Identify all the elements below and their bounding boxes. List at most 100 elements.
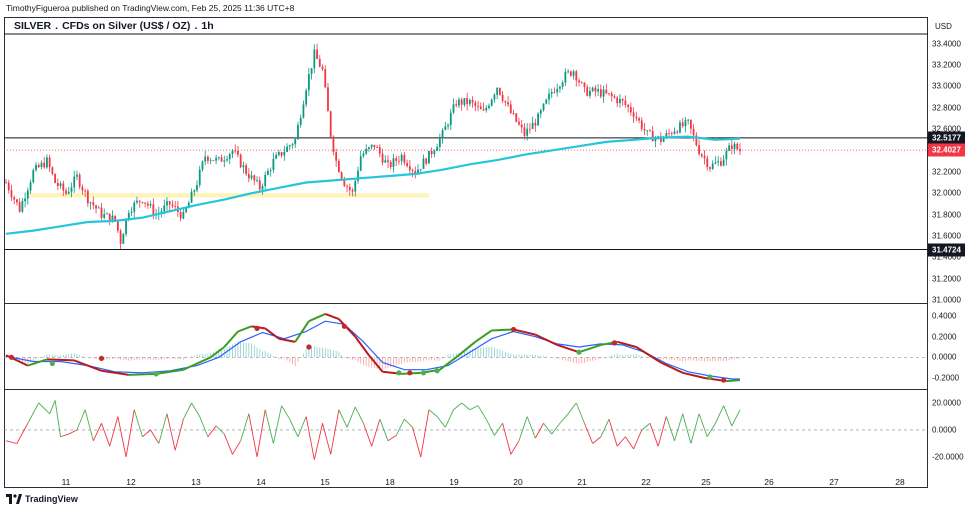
macd-line-segment [46,358,75,362]
oscillator-line-segment [215,425,225,435]
oscillator-line-segment [133,409,143,437]
candle-body [539,110,542,114]
oscillator-line-segment [485,418,495,436]
macd-cross-marker [98,355,105,361]
time-tick-label: 25 [701,477,711,487]
macd-line-segment [556,343,580,354]
oscillator-line-segment [158,413,168,444]
oscillator-line-segment [518,416,528,441]
chart-title: SILVER. CFDs on Silver (US$ / OZ). 1h [14,20,214,32]
candle-body [717,161,720,163]
oscillator-line-segment [281,405,291,420]
currency-label: USD [935,22,952,31]
candle-body [272,158,275,170]
candle-body [332,136,335,153]
candle-body [700,154,703,156]
candle-body [212,160,215,162]
candle-body [632,112,635,117]
candle-body [318,58,321,67]
oscillator-line-segment [54,400,62,437]
candle-body [97,207,100,209]
oscillator-line-segment [592,436,602,444]
candle-body [114,215,117,220]
macd-cross-marker [396,370,402,376]
candle-body [398,160,400,162]
symbol-name[interactable]: SILVER [14,20,52,32]
candle-body [384,160,387,163]
support-zone [27,193,429,198]
macd-cross-marker [407,370,413,376]
candle-body [76,174,78,177]
tradingview-logo[interactable]: TradingView [6,494,78,504]
candle-body [179,212,182,219]
candle-body [209,160,212,162]
oscillator-line-segment [543,422,553,435]
interval-label[interactable]: 1h [201,20,214,32]
candle-body [294,139,297,145]
macd-tick-label: 0.2000 [932,332,957,342]
candle-body [264,174,267,187]
indicator-pane-divider[interactable] [4,389,928,390]
candle-body [149,204,152,206]
candle-body [261,186,264,190]
candle-body [215,157,218,161]
oscillator-line-segment [477,405,487,420]
candle-body [217,157,220,159]
time-tick-label: 19 [449,477,459,487]
candle-body [662,137,665,142]
candle-body [231,150,234,155]
price-tick-label: 31.6000 [932,231,961,241]
candle-body [490,99,493,106]
candle-body [586,87,589,96]
candle-body [488,105,490,109]
candle-body [351,189,354,192]
time-tick-label: 22 [641,477,651,487]
candle-body [436,146,439,151]
macd-line-segment [726,379,741,383]
candle-body [482,109,485,111]
candle-body [649,130,651,132]
candle-body [493,94,496,100]
macd-tick-label: 0.0000 [932,352,957,362]
candle-body [119,230,122,244]
macd-line-segment [354,336,370,356]
price-pane-divider[interactable] [4,303,928,304]
candle-body [378,147,381,154]
candle-body [460,99,463,105]
candle-body [719,161,722,166]
candle-body [692,128,695,136]
macd-line-segment [101,369,129,376]
candle-body [668,132,670,134]
oscillator-line-segment [76,409,86,431]
brand-name: TradingView [25,494,78,504]
time-tick-label: 21 [577,477,587,487]
candle-body [136,200,138,203]
candle-body [458,99,460,106]
oscillator-line-segment [502,423,512,455]
oscillator-line-segment [444,409,454,428]
oscillator-line-segment [706,423,716,437]
candle-body [373,144,376,148]
candle-body [275,154,278,159]
candle-body [526,128,529,136]
oscillator-line-segment [600,419,610,437]
candle-body [703,155,706,159]
price-tick-label: 32.6000 [932,124,961,134]
time-tick-label: 14 [256,477,266,487]
macd-line-segment [474,329,493,343]
candle-body [670,132,673,134]
candle-body [485,108,488,111]
time-tick-label: 28 [895,477,905,487]
candle-body [54,173,57,183]
macd-line-segment [264,327,280,340]
candle-body [280,152,283,156]
candle-body [237,150,239,155]
candle-body [193,190,196,192]
oscillator-line-segment [461,402,471,411]
candle-body [297,124,299,140]
candle-body [108,213,111,222]
candle-body [599,89,602,97]
candle-body [152,204,155,215]
candle-body [676,131,679,133]
